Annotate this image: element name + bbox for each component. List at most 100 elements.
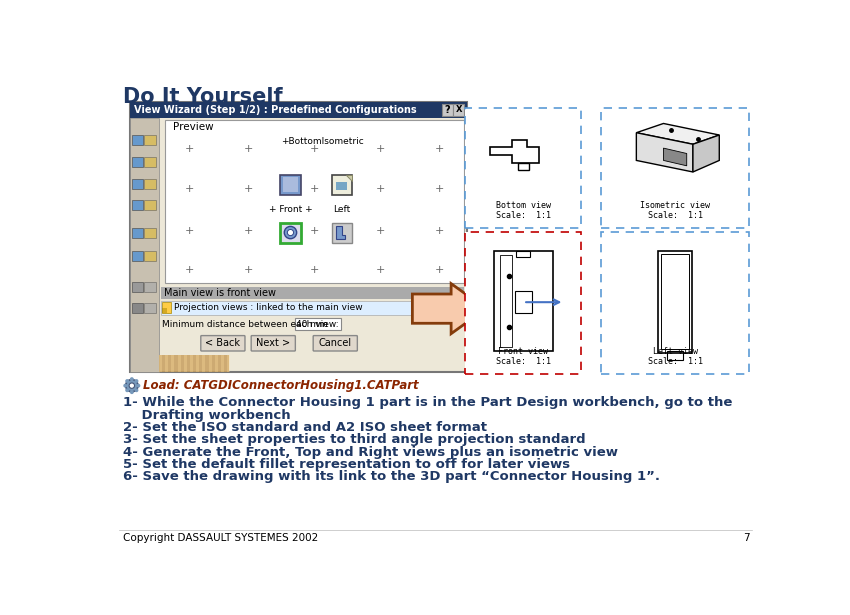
Text: +: +: [184, 226, 194, 236]
Bar: [129, 102, 467, 117]
Circle shape: [134, 379, 139, 383]
Bar: [465, 108, 581, 228]
Text: +: +: [309, 183, 319, 194]
Text: Main view is front view: Main view is front view: [163, 288, 275, 298]
Text: +: +: [309, 145, 319, 154]
Bar: [159, 355, 229, 372]
Polygon shape: [637, 133, 693, 172]
Bar: [144, 157, 156, 167]
Text: 6- Save the drawing with its link to the 3D part “Connector Housing 1”.: 6- Save the drawing with its link to the…: [123, 470, 660, 483]
Text: Left: Left: [333, 205, 351, 214]
Text: +: +: [435, 145, 445, 154]
Bar: [514, 292, 532, 313]
Text: Do It Yourself: Do It Yourself: [123, 87, 283, 107]
Bar: [227, 355, 230, 372]
Text: Front view
Scale:  1:1: Front view Scale: 1:1: [496, 347, 551, 367]
Text: +: +: [309, 265, 319, 275]
Bar: [161, 287, 463, 300]
Bar: [162, 303, 172, 313]
Circle shape: [284, 226, 297, 239]
Bar: [601, 108, 750, 228]
Text: +: +: [244, 265, 253, 275]
Bar: [162, 308, 167, 313]
Bar: [215, 355, 218, 372]
Bar: [661, 254, 689, 349]
Circle shape: [134, 388, 139, 392]
Text: +: +: [244, 183, 253, 194]
Text: 1- While the Connector Housing 1 part is in the Part Design workbench, go to the: 1- While the Connector Housing 1 part is…: [123, 397, 733, 410]
Bar: [159, 355, 162, 372]
Bar: [453, 104, 464, 116]
Polygon shape: [637, 124, 719, 145]
Polygon shape: [693, 135, 719, 172]
Bar: [442, 104, 453, 116]
Text: Projection views : linked to the main view: Projection views : linked to the main vi…: [174, 303, 363, 312]
Bar: [161, 301, 463, 315]
Text: 4- Generate the Front, Top and Right views plus an isometric view: 4- Generate the Front, Top and Right vie…: [123, 446, 618, 459]
Bar: [132, 200, 144, 210]
FancyArrow shape: [412, 284, 486, 334]
Text: +: +: [376, 226, 385, 236]
Text: Drafting workbench: Drafting workbench: [123, 409, 291, 422]
Text: +: +: [376, 145, 385, 154]
Circle shape: [129, 383, 134, 388]
Text: +: +: [435, 183, 445, 194]
Text: +: +: [376, 183, 385, 194]
Text: Isometric view
Scale:  1:1: Isometric view Scale: 1:1: [640, 200, 710, 220]
Text: +: +: [435, 265, 445, 275]
Text: +: +: [376, 265, 385, 275]
Text: View Wizard (Step 1/2) : Predefined Configurations: View Wizard (Step 1/2) : Predefined Conf…: [134, 105, 416, 115]
Text: +: +: [244, 145, 253, 154]
Circle shape: [126, 379, 138, 392]
Bar: [132, 251, 144, 261]
Bar: [332, 223, 352, 242]
Bar: [295, 318, 341, 330]
Bar: [202, 355, 206, 372]
Bar: [132, 157, 144, 167]
Text: Bottom view
Scale:  1:1: Bottom view Scale: 1:1: [496, 200, 551, 220]
Text: 3- Set the sheet properties to third angle projection standard: 3- Set the sheet properties to third ang…: [123, 434, 586, 446]
Text: X: X: [456, 106, 462, 114]
Bar: [465, 232, 581, 374]
Bar: [601, 232, 750, 374]
Text: 40 mm: 40 mm: [296, 320, 328, 328]
Text: +: +: [184, 183, 194, 194]
Text: 7: 7: [743, 533, 750, 544]
Text: +: +: [309, 226, 319, 236]
Circle shape: [137, 384, 140, 387]
Text: ?: ?: [445, 105, 450, 115]
Bar: [129, 102, 467, 372]
Bar: [129, 117, 159, 372]
Text: +: +: [184, 145, 194, 154]
Bar: [221, 355, 224, 372]
Bar: [178, 355, 181, 372]
Bar: [184, 355, 187, 372]
FancyBboxPatch shape: [201, 336, 245, 351]
Bar: [332, 175, 352, 195]
Bar: [190, 355, 193, 372]
Bar: [132, 303, 144, 313]
Bar: [208, 355, 212, 372]
Bar: [132, 228, 144, 238]
Text: < Back: < Back: [205, 338, 240, 348]
Circle shape: [130, 377, 133, 381]
Circle shape: [287, 229, 293, 236]
Polygon shape: [346, 175, 352, 181]
Bar: [516, 251, 530, 257]
Bar: [132, 178, 144, 189]
Text: Cancel: Cancel: [318, 338, 351, 348]
Bar: [144, 135, 156, 145]
Bar: [280, 223, 301, 242]
Text: Preview: Preview: [173, 122, 213, 132]
Text: 5- Set the default fillet representation to off for later views: 5- Set the default fillet representation…: [123, 458, 570, 471]
Text: Load: CATGDIConnectorHousing1.CATPart: Load: CATGDIConnectorHousing1.CATPart: [144, 379, 419, 392]
Text: Copyright DASSAULT SYSTEMES 2002: Copyright DASSAULT SYSTEMES 2002: [123, 533, 319, 544]
Circle shape: [125, 388, 129, 392]
Bar: [165, 120, 463, 284]
Circle shape: [130, 391, 133, 394]
Bar: [144, 251, 156, 261]
Bar: [500, 255, 513, 347]
Text: +BottomIsometric: +BottomIsometric: [280, 137, 364, 146]
Bar: [144, 178, 156, 189]
Bar: [165, 355, 168, 372]
